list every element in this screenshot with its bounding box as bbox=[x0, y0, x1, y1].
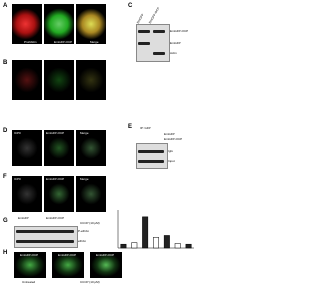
label: EmGFP-OCP bbox=[46, 131, 65, 135]
panel-letter: G bbox=[3, 218, 8, 224]
bar bbox=[174, 243, 181, 249]
caption: Untreated bbox=[22, 280, 36, 284]
band bbox=[138, 30, 150, 33]
bar bbox=[120, 243, 127, 249]
micrograph bbox=[44, 4, 74, 44]
label: Merge bbox=[88, 99, 97, 103]
micrograph bbox=[52, 252, 84, 278]
label: IgG bbox=[168, 149, 173, 153]
label: Actin bbox=[170, 51, 177, 55]
label: EmGFP-OCP bbox=[54, 40, 73, 44]
panel-letter: H bbox=[3, 250, 8, 256]
label: EmGFP bbox=[170, 41, 181, 45]
label: EmGFP-OCP bbox=[46, 216, 65, 220]
band bbox=[138, 160, 164, 163]
label: EmGFP-OCP bbox=[147, 6, 161, 25]
bar bbox=[185, 243, 192, 249]
label: EmGFP-OCP bbox=[52, 99, 71, 103]
panel-letter: A bbox=[3, 3, 8, 9]
bar-chart bbox=[117, 210, 194, 249]
micrograph bbox=[14, 252, 46, 278]
micrograph bbox=[12, 60, 42, 100]
label: EmGFP-OCP bbox=[46, 177, 65, 181]
label: EmGFP-OCP bbox=[164, 137, 183, 141]
micrograph bbox=[12, 4, 42, 44]
band bbox=[153, 30, 165, 33]
label: Input bbox=[168, 159, 175, 163]
panel-letter: B bbox=[3, 60, 8, 66]
label: IP: GFP bbox=[140, 126, 151, 130]
micrograph bbox=[12, 130, 42, 166]
panel-letter: D bbox=[3, 128, 8, 134]
label: Prohibitin bbox=[20, 99, 33, 103]
label: CCCP (10 µM) bbox=[80, 221, 100, 225]
micrograph bbox=[90, 252, 122, 278]
micrograph bbox=[44, 176, 74, 212]
label: Merge bbox=[80, 177, 89, 181]
bar bbox=[163, 235, 170, 249]
label: P-eIF2α bbox=[78, 229, 89, 233]
label: ICP0 bbox=[14, 131, 21, 135]
bar bbox=[142, 216, 149, 249]
micrograph bbox=[76, 176, 106, 212]
label: Merge bbox=[80, 131, 89, 135]
micrograph bbox=[76, 4, 106, 44]
label: EmGFP bbox=[18, 216, 29, 220]
band bbox=[16, 230, 74, 233]
micrograph bbox=[76, 130, 106, 166]
label: EmGFP bbox=[135, 13, 145, 25]
figure: A Prohibitin EmGFP-OCP Merge B Prohibiti… bbox=[3, 3, 194, 284]
label: ICP0 bbox=[14, 177, 21, 181]
micrograph bbox=[12, 176, 42, 212]
label: EmGFP-OCP bbox=[58, 253, 77, 257]
label: Prohibitin bbox=[24, 40, 37, 44]
label: eIF2α bbox=[78, 239, 86, 243]
bar bbox=[131, 242, 138, 249]
label: EmGFP bbox=[164, 132, 175, 136]
band bbox=[16, 240, 74, 243]
panel-letter: C bbox=[128, 3, 133, 9]
label: EmGFP-OCP bbox=[96, 253, 115, 257]
panel-letter: E bbox=[128, 124, 133, 130]
band bbox=[138, 42, 150, 45]
label: EmGFP-OCP bbox=[20, 253, 39, 257]
micrograph bbox=[76, 60, 106, 100]
band bbox=[138, 150, 164, 153]
label: Merge bbox=[90, 40, 99, 44]
blot bbox=[136, 143, 168, 169]
band bbox=[153, 52, 165, 55]
panel-letter: F bbox=[3, 174, 7, 180]
bar bbox=[153, 237, 159, 249]
label: EmGFP-OCP bbox=[170, 29, 189, 33]
caption: CCCP (10 µM) bbox=[80, 280, 100, 284]
micrograph bbox=[44, 60, 74, 100]
micrograph bbox=[44, 130, 74, 166]
